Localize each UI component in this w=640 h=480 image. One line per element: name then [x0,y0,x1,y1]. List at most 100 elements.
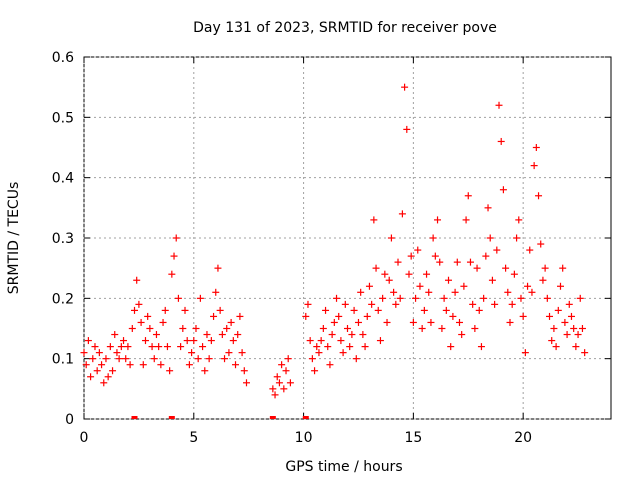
data-point [392,300,400,308]
data-point [521,349,529,357]
data-point [458,331,466,339]
data-point [350,306,358,314]
data-point [401,83,409,91]
data-point [554,306,562,314]
data-point [163,343,171,351]
data-point [510,270,518,278]
data-point [185,361,193,369]
data-point [326,361,334,369]
data-point [462,216,470,224]
data-point [546,312,554,320]
data-points [80,83,589,399]
data-point [541,264,549,272]
data-point [199,343,207,351]
data-point [330,318,338,326]
data-point [152,331,160,339]
data-point [275,379,283,387]
data-point [137,318,145,326]
data-point [532,144,540,151]
data-point [403,125,411,133]
data-point [477,343,485,351]
data-point [179,325,187,332]
data-point [84,337,92,345]
data-point [238,349,246,357]
data-point [139,361,147,369]
data-point [120,337,128,345]
data-point [170,252,178,260]
data-point [535,192,543,200]
data-point [385,276,393,284]
data-point [346,343,354,351]
data-point [381,270,389,278]
data-point [284,355,292,363]
data-point [396,294,404,302]
data-point [414,246,422,254]
y-tick-label: 0.2 [52,291,74,307]
data-point [216,306,224,314]
data-point [438,325,446,332]
data-point [210,312,218,320]
data-point [144,312,152,320]
data-point [227,318,235,326]
data-point [212,288,220,296]
data-point [469,300,477,308]
data-point [387,234,395,242]
data-point [499,186,507,194]
data-point [537,240,545,248]
data-point [431,252,439,260]
data-point [556,282,564,290]
data-point [286,379,294,387]
data-point [150,355,158,363]
data-point [93,367,101,375]
data-point [398,210,406,218]
data-point [565,300,573,308]
data-point [122,355,130,363]
data-point [319,325,327,332]
data-point [440,294,448,302]
data-point [504,288,512,296]
data-point [482,252,490,260]
data-point [337,337,345,345]
data-point [146,325,154,332]
data-point [365,282,373,290]
data-point [513,234,521,242]
data-point [89,355,97,363]
data-point [449,312,457,320]
data-point [515,216,523,224]
data-point [98,361,106,369]
data-point [361,343,369,351]
data-point [453,258,461,266]
data-point [126,361,134,369]
data-point [363,312,371,320]
data-point [221,355,229,363]
data-point [203,331,211,339]
data-point [225,349,233,357]
data-point [473,264,481,272]
data-point [464,192,472,200]
data-point [278,361,286,369]
data-point [113,349,121,357]
data-point [192,325,200,332]
data-point [141,337,149,345]
data-point [168,270,176,278]
data-point [328,331,336,339]
data-point [567,312,575,320]
x-tick-label: 5 [189,430,198,446]
data-point [578,325,586,332]
data-point [409,318,417,326]
data-point [427,318,435,326]
data-point [223,325,231,332]
data-point [159,318,167,326]
data-point [348,331,356,339]
data-point [218,331,226,339]
data-point [383,318,391,326]
data-point [306,337,314,345]
data-point [442,306,450,314]
data-point [104,373,112,381]
data-point [539,276,547,284]
data-point [174,294,182,302]
data-point [190,337,198,345]
data-point [181,306,189,314]
data-point [407,252,415,260]
